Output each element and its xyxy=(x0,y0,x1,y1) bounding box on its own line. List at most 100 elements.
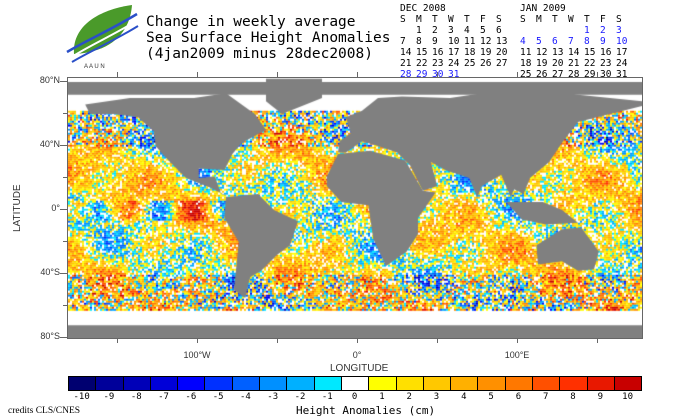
colorbar-tick-label: 2 xyxy=(406,392,412,402)
colorbar-swatch xyxy=(287,377,315,390)
calendar-day: 23 xyxy=(432,58,444,69)
calendar-title: JAN 2009 xyxy=(520,3,566,14)
weekday-label: M xyxy=(536,14,542,25)
colorbar-swatch xyxy=(123,377,151,390)
lon-tick-label: 100°W xyxy=(183,350,211,360)
ssh-anomaly-map xyxy=(67,77,643,339)
calendar-day: 9 xyxy=(432,36,438,47)
colorbar-tick-label: -5 xyxy=(212,392,224,402)
colorbar-tick-label: 4 xyxy=(461,392,467,402)
colorbar-labels: -10 -9 -8 -7 -6 -5 -4 -3 -2 -1 0 1 2 3 4 5 6 7 8 9 10 xyxy=(68,392,641,402)
lat-tick-label: 80°N xyxy=(39,75,60,85)
calendar-day: 3 xyxy=(616,25,622,36)
calendar-day: 6 xyxy=(552,36,558,47)
colorbar-swatch xyxy=(341,377,370,390)
calendar-day: 26 xyxy=(536,69,548,80)
calendar-day: 29 xyxy=(416,69,428,80)
y-axis-label: LATITUDE xyxy=(12,184,23,232)
colorbar-tick-label: 9 xyxy=(597,392,603,402)
colorbar-tick-label: -4 xyxy=(240,392,251,402)
colorbar-swatch xyxy=(614,377,642,390)
calendar-jan-2009: JAN 2009 S M T W T F S 1 2 3 4 5 6 7 8 9 10 11 12 13 14 15 16 17… xyxy=(520,3,632,80)
colorbar-tick-label: 7 xyxy=(542,392,549,402)
calendar-day: 18 xyxy=(464,47,476,58)
calendar-day: 3 xyxy=(448,25,454,36)
colorbar-swatch xyxy=(396,377,424,390)
weekday-label: F xyxy=(600,14,606,25)
colorbar-swatch xyxy=(478,377,506,390)
colorbar-tick-label: -6 xyxy=(185,392,197,402)
calendar-day: 1 xyxy=(416,25,422,36)
colorbar-swatch xyxy=(178,377,206,390)
calendar-day: 30 xyxy=(600,69,612,80)
colorbar-tick-label: 3 xyxy=(433,392,440,402)
calendar-day: 19 xyxy=(480,47,492,58)
calendar-title: DEC 2008 xyxy=(400,3,446,14)
colorbar-tick-label: -9 xyxy=(103,392,115,402)
calendar-day: 14 xyxy=(568,47,580,58)
calendar-day: 13 xyxy=(496,36,508,47)
colorbar-swatch xyxy=(451,377,479,390)
colorbar xyxy=(68,376,643,391)
calendar-day: 20 xyxy=(552,58,564,69)
calendar-day: 7 xyxy=(400,36,406,47)
calendar-day: 16 xyxy=(432,47,444,58)
colorbar-tick-label: -8 xyxy=(130,392,142,402)
lat-tick-label: 0° xyxy=(51,203,60,213)
calendar-day: 28 xyxy=(400,69,412,80)
calendar-day: 13 xyxy=(552,47,564,58)
weekday-label: F xyxy=(480,14,486,25)
calendar-day: 4 xyxy=(520,36,526,47)
colorbar-tick-label: 5 xyxy=(488,392,494,402)
weekday-label: W xyxy=(448,14,454,25)
weekday-label: T xyxy=(584,14,590,25)
lat-tick-label: 80°S xyxy=(40,331,60,341)
lon-tick-label: 0° xyxy=(352,350,362,360)
calendar-day: 11 xyxy=(520,47,532,58)
colorbar-tick-label: -2 xyxy=(294,392,306,402)
weekday-label: T xyxy=(464,14,470,25)
colorbar-swatch xyxy=(314,377,342,390)
weekday-label: S xyxy=(400,14,406,25)
colorbar-swatch xyxy=(587,377,615,390)
calendar-day xyxy=(520,25,536,36)
calendar-dec-2008: DEC 2008 S M T W T F S 1 2 3 4 5 6 7 8 9 10 11 12 13 14 15 16 17… xyxy=(400,3,512,80)
colorbar-swatch xyxy=(150,377,179,390)
lon-tick-label: 100°E xyxy=(504,350,530,360)
colorbar-swatch xyxy=(423,377,452,390)
colorbar-swatch xyxy=(232,377,261,390)
colorbar-title: Height Anomalies (cm) xyxy=(296,404,436,417)
colorbar-swatch xyxy=(560,377,588,390)
calendar-day: 17 xyxy=(616,47,628,58)
calendar-day: 19 xyxy=(536,58,548,69)
calendar-day: 21 xyxy=(568,58,580,69)
colorbar-swatch xyxy=(260,377,288,390)
colorbar-swatch xyxy=(369,377,397,390)
calendar-day: 5 xyxy=(536,36,542,47)
calendar-day: 31 xyxy=(616,69,628,80)
colorbar-tick-label: -1 xyxy=(321,392,333,402)
calendar-day: 2 xyxy=(432,25,438,36)
calendar-day: 17 xyxy=(448,47,460,58)
colorbar-tick-label: -3 xyxy=(267,392,279,402)
calendar-day: 25 xyxy=(464,58,476,69)
weekday-label: S xyxy=(520,14,526,25)
calendar-day: 11 xyxy=(464,36,476,47)
calendar-day: 5 xyxy=(480,25,486,36)
calendar-day: 12 xyxy=(480,36,492,47)
weekday-label: S xyxy=(616,14,622,25)
calendar-day xyxy=(568,25,584,36)
colorbar-tick-label: 0 xyxy=(351,392,358,402)
calendar-day: 2 xyxy=(600,25,606,36)
x-axis-label: LONGITUDE xyxy=(330,363,389,374)
calendar-day: 24 xyxy=(616,58,628,69)
calendar-day: 22 xyxy=(416,58,428,69)
calendar-day: 27 xyxy=(552,69,564,80)
colorbar-swatch xyxy=(533,377,561,390)
colorbar-swatch xyxy=(205,377,233,390)
calendar-day: 14 xyxy=(400,47,412,58)
weekday-label: T xyxy=(432,14,438,25)
calendar-day: 9 xyxy=(600,36,606,47)
calendar-day: 8 xyxy=(416,36,422,47)
weekday-label: W xyxy=(568,14,574,25)
